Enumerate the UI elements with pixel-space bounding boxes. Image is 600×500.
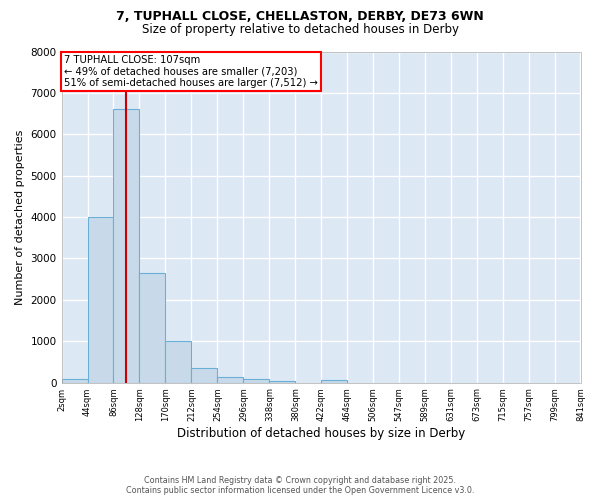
Bar [217,377,244,382]
Bar [139,273,166,382]
Bar [113,110,139,382]
Y-axis label: Number of detached properties: Number of detached properties [15,130,25,304]
Bar [191,368,217,382]
Bar [322,380,347,382]
Bar [269,380,295,382]
Bar [88,217,113,382]
Bar [62,380,88,382]
Text: 7 TUPHALL CLOSE: 107sqm
← 49% of detached houses are smaller (7,203)
51% of semi: 7 TUPHALL CLOSE: 107sqm ← 49% of detache… [64,55,318,88]
Bar [166,341,191,382]
Bar [244,380,269,382]
Text: Contains HM Land Registry data © Crown copyright and database right 2025.
Contai: Contains HM Land Registry data © Crown c… [126,476,474,495]
X-axis label: Distribution of detached houses by size in Derby: Distribution of detached houses by size … [177,427,465,440]
Text: 7, TUPHALL CLOSE, CHELLASTON, DERBY, DE73 6WN: 7, TUPHALL CLOSE, CHELLASTON, DERBY, DE7… [116,10,484,23]
Text: Size of property relative to detached houses in Derby: Size of property relative to detached ho… [142,22,458,36]
